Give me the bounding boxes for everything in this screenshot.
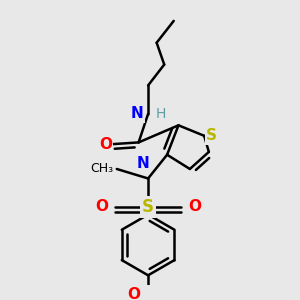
Text: O: O [128, 287, 140, 300]
Text: O: O [95, 200, 108, 214]
Text: O: O [188, 200, 201, 214]
Text: O: O [99, 137, 112, 152]
Text: N: N [130, 106, 143, 122]
Text: N: N [137, 156, 150, 171]
Text: CH₃: CH₃ [90, 163, 113, 176]
Text: S: S [206, 128, 217, 143]
Text: S: S [142, 198, 154, 216]
Text: H: H [156, 107, 166, 121]
